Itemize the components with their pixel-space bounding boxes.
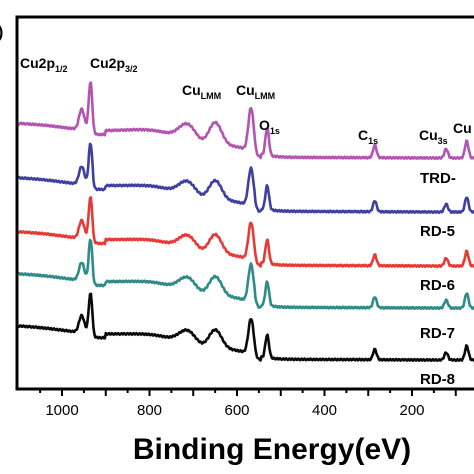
series-line-rd-7 [17, 238, 474, 311]
series-label-2: RD-5 [420, 223, 455, 240]
peak-label-6: C1s [358, 127, 378, 146]
peak-label-7: Cu3s [419, 127, 448, 146]
x-tick-label-600: 600 [224, 402, 249, 419]
series-line-rd-6 [17, 196, 474, 269]
x-axis-title: Binding Energy(eV) [133, 433, 411, 466]
peak-label-4: CuLMM [236, 82, 275, 101]
series-group [17, 81, 474, 363]
plot-frame [15, 15, 474, 391]
peak-label-2: Cu2p3/2 [90, 55, 138, 74]
series-line-trd- [17, 81, 474, 160]
series-line-rd-5 [17, 142, 474, 215]
x-tick-label-400: 400 [312, 402, 337, 419]
peak-label-8: Cu [453, 120, 472, 136]
peak-label-3: CuLMM [182, 82, 221, 101]
x-tick-label-1000: 1000 [45, 402, 78, 419]
series-label-5: RD-8 [420, 371, 455, 388]
peak-labels: Cu2p1/2 Cu2p3/2 CuLMM CuLMM O1s C1s Cu3s Cu [20, 55, 472, 146]
x-ticks: 1000 800 600 400 200 [39, 389, 457, 419]
panel-letter: ) [0, 24, 3, 41]
series-label-3: RD-6 [420, 277, 455, 294]
peak-label-1: Cu2p1/2 [20, 55, 68, 74]
peak-label-5: O1s [259, 117, 280, 136]
series-label-1: TRD- [420, 170, 456, 187]
x-tick-label-200: 200 [399, 402, 424, 419]
series-label-4: RD-7 [420, 325, 455, 342]
series-line-rd-8 [17, 292, 474, 363]
series-labels: TRD- RD-5 RD-6 RD-7 RD-8 [420, 170, 456, 388]
x-tick-label-800: 800 [137, 402, 162, 419]
